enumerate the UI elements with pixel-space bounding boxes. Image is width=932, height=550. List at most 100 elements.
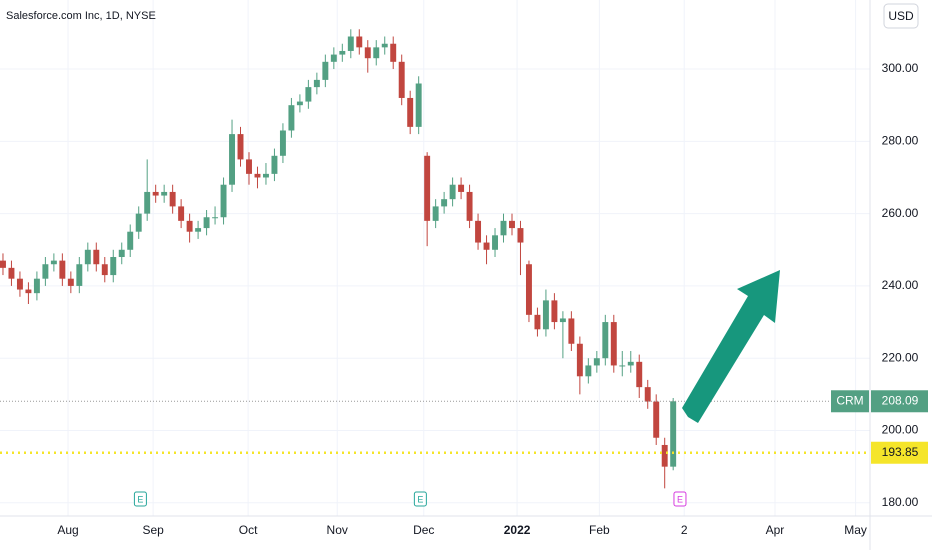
x-tick-label: 2022 xyxy=(504,523,531,537)
candle-body xyxy=(390,43,397,62)
event-marker xyxy=(133,491,147,507)
candle-body xyxy=(152,191,159,196)
candle-body xyxy=(593,358,600,366)
candle-body xyxy=(127,231,134,250)
candle-body xyxy=(305,87,312,102)
event-marker xyxy=(673,491,687,507)
candle-body xyxy=(585,365,592,377)
candle-body xyxy=(636,361,643,388)
candle-body xyxy=(93,249,100,265)
candle-body xyxy=(364,47,371,59)
y-tick-label: 180.00 xyxy=(882,495,919,509)
symbol-tag xyxy=(831,390,869,413)
candle-body xyxy=(610,322,617,366)
chart-title: Salesforce.com Inc, 1D, NYSE xyxy=(6,10,156,22)
candle-body xyxy=(347,36,354,51)
candle-body xyxy=(644,387,651,402)
candle-body xyxy=(254,173,261,178)
symbol-label: CRM xyxy=(836,393,863,407)
candle-body xyxy=(135,213,142,232)
candle-body xyxy=(161,191,168,196)
candle-body xyxy=(271,155,278,174)
candle-body xyxy=(525,264,532,315)
candle-body xyxy=(169,191,176,207)
candle-body xyxy=(33,278,40,294)
event-label: E xyxy=(677,494,683,504)
x-tick-label: Sep xyxy=(142,523,164,537)
candle-body xyxy=(110,257,117,276)
candle-body xyxy=(339,50,346,55)
y-tick-label: 260.00 xyxy=(882,206,919,220)
candle-body xyxy=(441,199,448,207)
candle-body xyxy=(313,79,320,88)
candle-body xyxy=(661,444,668,467)
candle-body xyxy=(212,217,219,219)
candle-body xyxy=(237,134,244,160)
candle-body xyxy=(330,54,337,62)
candle-body xyxy=(203,217,210,229)
candle-body xyxy=(619,365,626,367)
candle-body xyxy=(84,249,91,265)
candle-body xyxy=(458,184,465,192)
candle-body xyxy=(8,267,15,279)
candle-body xyxy=(415,83,422,127)
candle-body xyxy=(373,47,380,59)
candle-body xyxy=(42,264,49,279)
candle-body xyxy=(483,242,490,250)
candle-body xyxy=(432,206,439,221)
candle-body xyxy=(322,61,329,80)
candle-body xyxy=(25,289,32,294)
currency-box[interactable] xyxy=(883,3,919,29)
candle-body xyxy=(500,220,507,236)
candle-body xyxy=(449,184,456,200)
candle-body xyxy=(279,130,286,156)
candle-body xyxy=(101,264,108,276)
candle-body xyxy=(568,318,575,344)
x-tick-label: May xyxy=(844,523,867,537)
y-tick-label: 240.00 xyxy=(882,278,919,292)
candle-body xyxy=(602,322,609,359)
candle-body xyxy=(627,361,634,366)
candle-body xyxy=(59,260,66,279)
candle-body xyxy=(576,343,583,377)
event-marker xyxy=(413,491,427,507)
x-tick-label: Oct xyxy=(239,523,258,537)
event-label: E xyxy=(137,494,143,504)
x-tick-label: Dec xyxy=(413,523,434,537)
x-tick-label: Aug xyxy=(57,523,78,537)
candle-body xyxy=(178,206,185,221)
y-tick-label: 200.00 xyxy=(882,423,919,437)
level-label: 193.85 xyxy=(882,445,919,459)
candle-body xyxy=(534,314,541,330)
currency: USD xyxy=(888,9,914,23)
candle-body xyxy=(186,220,193,232)
candle-body xyxy=(381,43,388,48)
candle-body xyxy=(407,97,414,127)
x-tick-label: Apr xyxy=(766,523,785,537)
y-tick-label: 280.00 xyxy=(882,134,919,148)
x-tick-label: 2 xyxy=(681,523,688,537)
event-label: E xyxy=(417,494,423,504)
candle-body xyxy=(517,228,524,243)
candle-body xyxy=(475,220,482,243)
candle-body xyxy=(144,191,151,214)
candle-body xyxy=(67,278,74,286)
candle-body xyxy=(76,264,83,286)
candle-body xyxy=(509,220,515,229)
candle-body xyxy=(246,159,252,174)
x-tick-label: Nov xyxy=(327,523,348,537)
candle-body xyxy=(0,260,6,268)
candle-body xyxy=(118,249,125,258)
y-tick-label: 300.00 xyxy=(882,61,919,75)
x-tick-label: Feb xyxy=(589,523,610,537)
candle-body xyxy=(220,184,227,218)
candle-body xyxy=(466,191,473,221)
candle-body xyxy=(229,134,235,185)
y-tick-label: 220.00 xyxy=(882,350,919,364)
candle-body xyxy=(670,401,677,467)
last-price-label: 208.09 xyxy=(882,393,919,407)
candle-body xyxy=(542,300,549,330)
level-tag xyxy=(871,441,928,464)
